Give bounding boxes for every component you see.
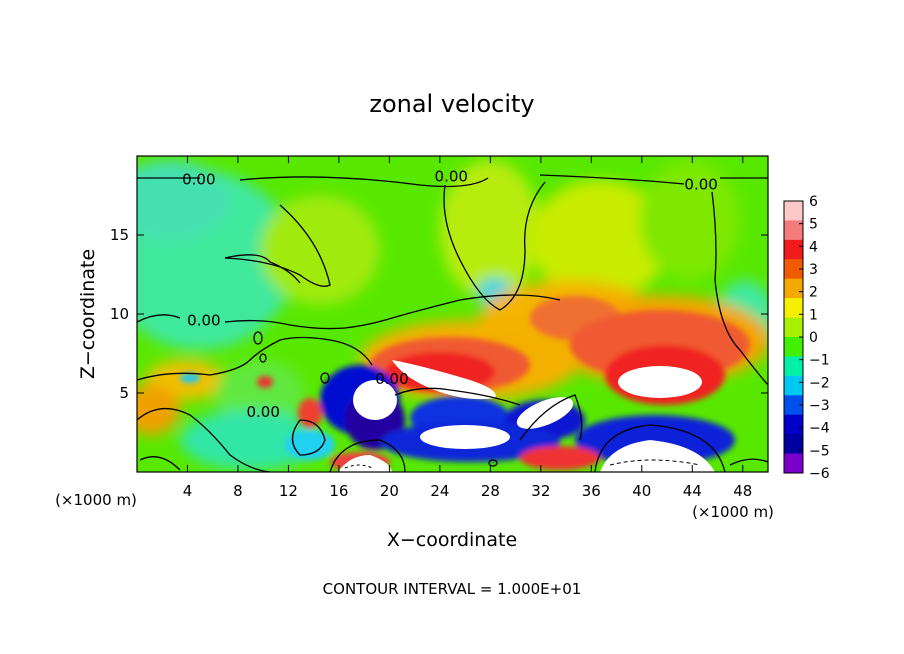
x-tick-label: 40 bbox=[632, 482, 651, 500]
x-tick-label: 20 bbox=[380, 482, 399, 500]
x-tick-label: 16 bbox=[329, 482, 348, 500]
colorbar-swatch bbox=[784, 220, 803, 241]
colorbar-swatch bbox=[784, 317, 803, 338]
colorbar-swatch bbox=[784, 434, 803, 455]
contour-label: 0.00 bbox=[246, 403, 279, 421]
colorbar-swatch bbox=[784, 337, 803, 357]
chart-title: zonal velocity bbox=[369, 90, 534, 118]
x-tick-label: 44 bbox=[683, 482, 702, 500]
contour-labels: 0.00 0.00 0.00 0.00 0.00 0.00 bbox=[182, 168, 718, 421]
y-axis-ticks: 5 10 15 bbox=[110, 226, 768, 402]
colorbar-swatch bbox=[784, 239, 803, 260]
contour-label: 0.00 bbox=[182, 171, 215, 189]
colorbar-swatch bbox=[784, 356, 803, 377]
colorbar-tick-label: 0 bbox=[809, 330, 818, 346]
colorbar-swatch bbox=[784, 259, 803, 280]
x-tick-label: 12 bbox=[279, 482, 298, 500]
x-axis-ticks: 4 8 12 16 20 24 28 32 36 40 44 48 bbox=[183, 156, 752, 500]
x-tick-label: 32 bbox=[531, 482, 550, 500]
y-tick-label: 5 bbox=[119, 384, 129, 402]
contour-label: 0.00 bbox=[435, 168, 468, 186]
x-tick-label: 4 bbox=[183, 482, 193, 500]
colorbar-swatch bbox=[784, 414, 803, 435]
contour-label: 0.00 bbox=[375, 370, 408, 388]
colorbar-tick-label: −2 bbox=[809, 375, 830, 391]
contour-label: 0.00 bbox=[187, 311, 220, 329]
colorbar: 6 5 4 3 2 1 0 −1 −2 −3 −4 −5 −6 bbox=[783, 194, 830, 482]
colorbar-swatch bbox=[784, 278, 803, 299]
colorbar-tick-label: 4 bbox=[809, 239, 818, 255]
colorbar-swatch bbox=[784, 375, 803, 396]
colorbar-tick-label: 3 bbox=[809, 262, 818, 278]
x-tick-label: 48 bbox=[733, 482, 752, 500]
colorbar-tick-label: −3 bbox=[809, 398, 830, 414]
contour-label: 0.00 bbox=[684, 175, 717, 193]
colorbar-swatch bbox=[784, 453, 803, 474]
y-tick-label: 10 bbox=[110, 305, 129, 323]
x-tick-label: 8 bbox=[233, 482, 243, 500]
x-unit-right: (×1000 m) bbox=[692, 503, 774, 521]
heatmap-field bbox=[137, 156, 768, 472]
x-unit-left: (×1000 m) bbox=[55, 491, 137, 509]
colorbar-swatch bbox=[784, 395, 803, 416]
colorbar-tick-label: −1 bbox=[809, 353, 830, 369]
y-axis-title: Z−coordinate bbox=[77, 249, 99, 379]
colorbar-tick-label: −5 bbox=[809, 443, 830, 459]
x-tick-label: 24 bbox=[430, 482, 449, 500]
x-tick-label: 28 bbox=[481, 482, 500, 500]
colorbar-tick-label: −6 bbox=[809, 466, 830, 482]
colorbar-tick-label: −4 bbox=[809, 421, 830, 437]
colorbar-tick-label: 5 bbox=[809, 217, 818, 233]
colorbar-tick-label: 1 bbox=[809, 307, 818, 323]
colorbar-swatch bbox=[784, 298, 803, 319]
y-tick-label: 15 bbox=[110, 226, 129, 244]
contour-interval-footer: CONTOUR INTERVAL = 1.000E+01 bbox=[323, 580, 582, 598]
x-axis-title: X−coordinate bbox=[387, 529, 517, 551]
colorbar-swatch bbox=[784, 201, 803, 221]
colorbar-tick-label: 6 bbox=[809, 194, 818, 210]
colorbar-tick-label: 2 bbox=[809, 285, 818, 301]
x-tick-label: 36 bbox=[582, 482, 601, 500]
